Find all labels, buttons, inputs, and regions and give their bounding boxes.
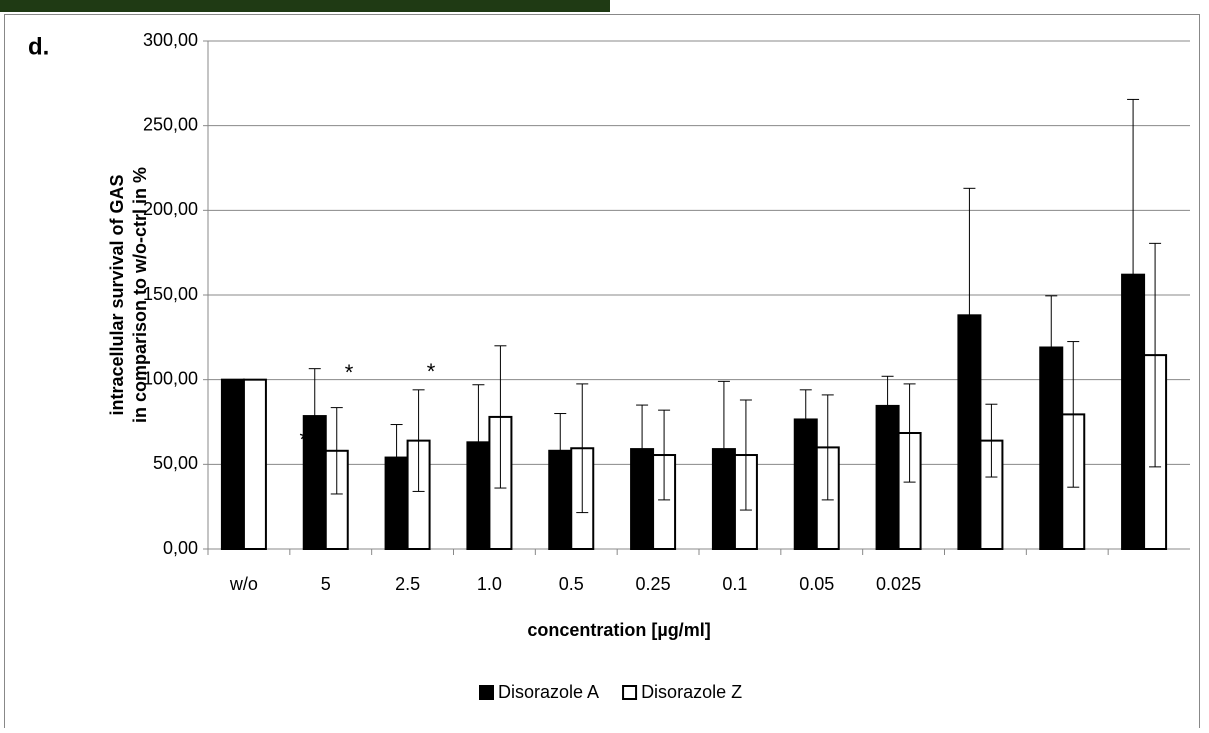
significance-marker: * <box>345 360 354 385</box>
x-axis-label: concentration [µg/ml] <box>527 620 710 640</box>
legend-label: Disorazole Z <box>641 682 742 702</box>
y-tick-label: 250,00 <box>143 114 198 134</box>
y-tick-label: 0,00 <box>163 538 198 558</box>
legend-swatch <box>623 686 636 699</box>
bar <box>222 380 244 549</box>
y-tick-label: 150,00 <box>143 284 198 304</box>
legend-swatch <box>480 686 493 699</box>
x-tick-label: 0.1 <box>722 574 747 594</box>
x-tick-label: 0.025 <box>876 574 921 594</box>
bar <box>244 380 266 549</box>
x-tick-label: 2.5 <box>395 574 420 594</box>
image-fragment <box>0 0 610 12</box>
y-tick-label: 50,00 <box>153 453 198 473</box>
chart: d. concentration [µg/ml] intracellular s… <box>0 0 1209 728</box>
y-tick-label: 300,00 <box>143 30 198 50</box>
significance-marker: * <box>427 359 436 384</box>
x-tick-label: 0.5 <box>559 574 584 594</box>
legend-label: Disorazole A <box>498 682 599 702</box>
panel-label: d. <box>28 33 49 60</box>
x-tick-label: 0.05 <box>799 574 834 594</box>
x-tick-label: 1.0 <box>477 574 502 594</box>
y-tick-label: 100,00 <box>143 368 198 388</box>
page: {"chart_data": { "type": "bar", "panel_l… <box>0 0 1209 728</box>
x-tick-label: 5 <box>321 574 331 594</box>
x-tick-label: w/o <box>229 574 258 594</box>
y-axis-label: intracellular survival of GAS <box>107 174 127 415</box>
y-tick-label: 200,00 <box>143 199 198 219</box>
significance-marker: ** <box>299 427 317 452</box>
x-tick-label: 0.25 <box>636 574 671 594</box>
